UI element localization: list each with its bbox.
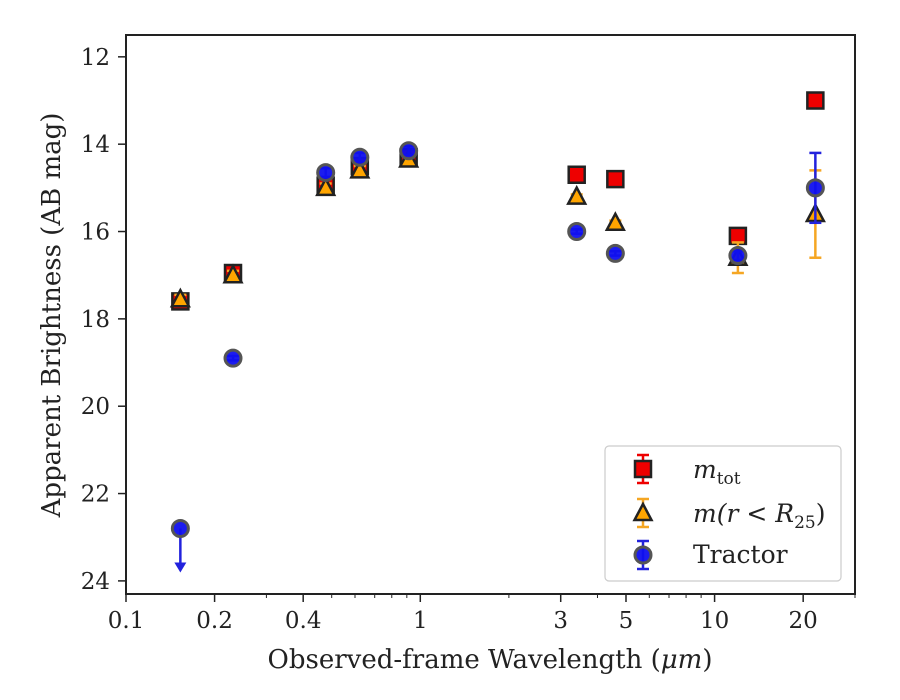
- legend-label-tractor: Tractor: [693, 540, 788, 569]
- mtot-point: [567, 165, 586, 184]
- tractor-point: [567, 222, 587, 242]
- legend-markers: [632, 453, 654, 571]
- tractor-point: [728, 246, 748, 266]
- legend-tractor-marker: [633, 545, 653, 565]
- tractor-point: [399, 141, 419, 161]
- x-tick-label: 20: [789, 608, 818, 634]
- y-axis-label: Apparent Brightness (AB mag): [37, 113, 67, 519]
- x-tick-label: 10: [700, 608, 729, 634]
- legend: mtot m(r < R25) Tractor: [604, 445, 842, 582]
- mr25-point: [566, 184, 588, 205]
- y-tick-label: 12: [81, 45, 110, 71]
- legend-mtot-marker: [633, 459, 653, 479]
- y-tick-label: 24: [81, 569, 110, 595]
- legend-label-mtot: mtot: [693, 455, 741, 489]
- tractor-point: [805, 178, 825, 198]
- tractor-point: [316, 163, 336, 183]
- x-axis: 0.1 0.2 0.4 1 3 5 10 20: [108, 594, 856, 634]
- y-tick-label: 16: [81, 220, 110, 246]
- x-tick-label: 0.2: [196, 608, 233, 634]
- x-axis-label: Observed-frame Wavelength (μm): [268, 645, 713, 675]
- tractor-point: [605, 243, 625, 263]
- x-tick-label: 0.1: [108, 608, 145, 634]
- legend-label-mr25: m(r < R25): [693, 499, 825, 533]
- x-tick-label: 3: [553, 608, 568, 634]
- mr25-point: [315, 176, 337, 197]
- x-tick-label: 0.4: [285, 608, 322, 634]
- y-tick-label: 14: [81, 132, 110, 158]
- y-tick-label: 20: [81, 394, 110, 420]
- legend-box: [604, 445, 842, 582]
- mr25-point: [604, 211, 626, 232]
- plot-frame: [125, 34, 856, 595]
- legend-mr25-marker: [632, 501, 654, 522]
- mtot-point: [806, 91, 825, 110]
- tractor-upper-limit-arrowhead: [174, 562, 187, 573]
- mr25-point: [349, 158, 371, 179]
- tractor-point: [350, 147, 370, 167]
- y-tick-label: 18: [81, 307, 110, 333]
- tractor-point: [223, 348, 243, 368]
- tractor-point: [170, 518, 190, 538]
- data-marks: [169, 91, 826, 573]
- x-tick-label: 1: [413, 608, 428, 634]
- mtot-point: [606, 169, 625, 189]
- mr25-point: [169, 287, 191, 308]
- x-tick-label: 5: [619, 608, 634, 634]
- y-tick-label: 22: [81, 482, 110, 508]
- mr25-point: [222, 263, 244, 284]
- y-axis: 12 14 16 18 20 22 24: [81, 45, 126, 595]
